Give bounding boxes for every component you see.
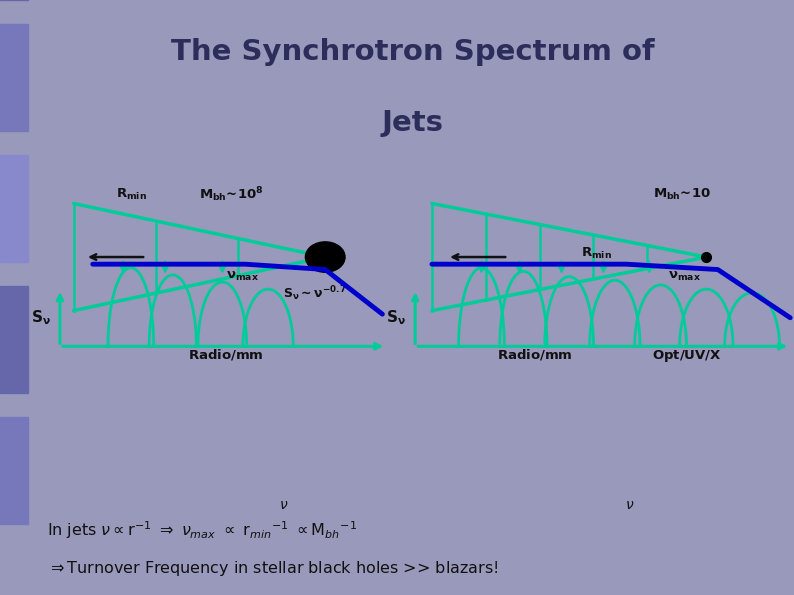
Text: $\mathbf{M_{bh}}$~10: $\mathbf{M_{bh}}$~10 — [653, 187, 711, 202]
Text: $\mathbf{R_{min}}$: $\mathbf{R_{min}}$ — [580, 246, 611, 261]
Text: The Synchrotron Spectrum of: The Synchrotron Spectrum of — [171, 37, 655, 65]
Text: $\mathbf{S_\nu}$: $\mathbf{S_\nu}$ — [31, 308, 51, 327]
Text: $\mathbf{Opt/UV/X}$: $\mathbf{Opt/UV/X}$ — [653, 348, 723, 364]
Text: $\mathbf{\nu_{max}}$: $\mathbf{\nu_{max}}$ — [669, 270, 701, 283]
Text: $\mathbf{\nu_{max}}$: $\mathbf{\nu_{max}}$ — [226, 270, 259, 283]
Text: $\nu$: $\nu$ — [626, 498, 635, 512]
Text: Jets: Jets — [382, 109, 444, 137]
Ellipse shape — [306, 242, 345, 272]
Text: $\nu$: $\nu$ — [279, 498, 288, 512]
Text: $\Rightarrow$Turnover Frequency in stellar black holes >> blazars!: $\Rightarrow$Turnover Frequency in stell… — [47, 559, 499, 578]
Text: $\mathbf{S_\nu}$: $\mathbf{S_\nu}$ — [386, 308, 406, 327]
Text: $\mathbf{Radio/mm}$: $\mathbf{Radio/mm}$ — [497, 347, 572, 362]
Text: $\mathbf{S_\nu \sim \nu^{-0.7}}$: $\mathbf{S_\nu \sim \nu^{-0.7}}$ — [283, 284, 347, 303]
Text: $\mathbf{M_{bh}}$~10$\mathbf{^8}$: $\mathbf{M_{bh}}$~10$\mathbf{^8}$ — [199, 185, 264, 204]
Text: In jets $\nu$$\propto$r$^{-1}$ $\Rightarrow$ $\nu_{max}$ $\propto$ r$_{min}$$^{-: In jets $\nu$$\propto$r$^{-1}$ $\Rightar… — [47, 519, 357, 541]
Text: $\mathbf{R_{min}}$: $\mathbf{R_{min}}$ — [116, 187, 147, 202]
Text: $\mathbf{Radio/mm}$: $\mathbf{Radio/mm}$ — [188, 347, 264, 362]
